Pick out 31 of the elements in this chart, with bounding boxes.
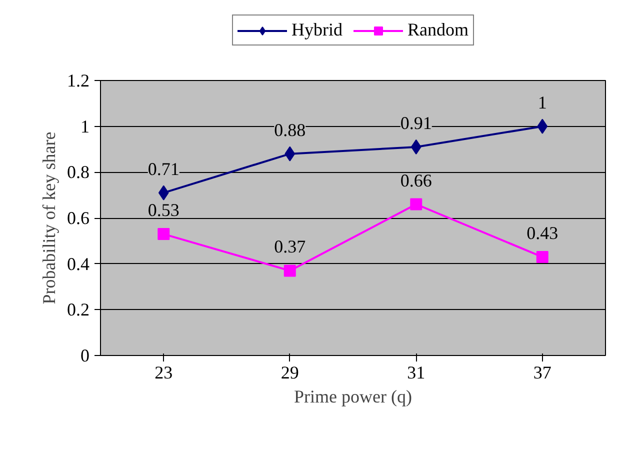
x-axis-title: Prime power (q) [294,386,412,406]
x-tick-label: 37 [533,362,552,382]
legend-label: Random [408,20,468,40]
y-tick-label: 0.4 [67,254,90,274]
data-label: 0.91 [400,112,432,133]
data-label: 0.66 [400,170,432,190]
point [158,228,170,240]
point [536,250,548,263]
x-tick-label: 31 [407,362,426,382]
y-tick-label: 1 [80,116,90,136]
data-label: 0.88 [274,120,306,140]
y-tick-label: 0.2 [67,300,90,320]
point [410,198,422,210]
x-tick-label: 23 [154,362,173,382]
point [284,264,296,277]
y-axis-title: Probability of key share [39,132,59,304]
point [158,185,169,200]
legend-label: Hybrid [292,20,342,40]
point [410,139,422,154]
y-tick-label: 0.6 [67,208,90,228]
data-label: 0.71 [148,158,180,179]
data-label: 0.37 [274,236,306,257]
data-label: 0.43 [526,222,558,243]
point [537,118,548,134]
y-tick-label: 0.8 [67,162,90,182]
y-tick-label: 1.2 [67,70,90,90]
data-label: 0.53 [148,200,180,220]
point [284,146,296,162]
y-tick-label: 0 [80,346,90,366]
x-tick-label: 29 [280,362,299,382]
data-label: 1 [538,92,547,112]
